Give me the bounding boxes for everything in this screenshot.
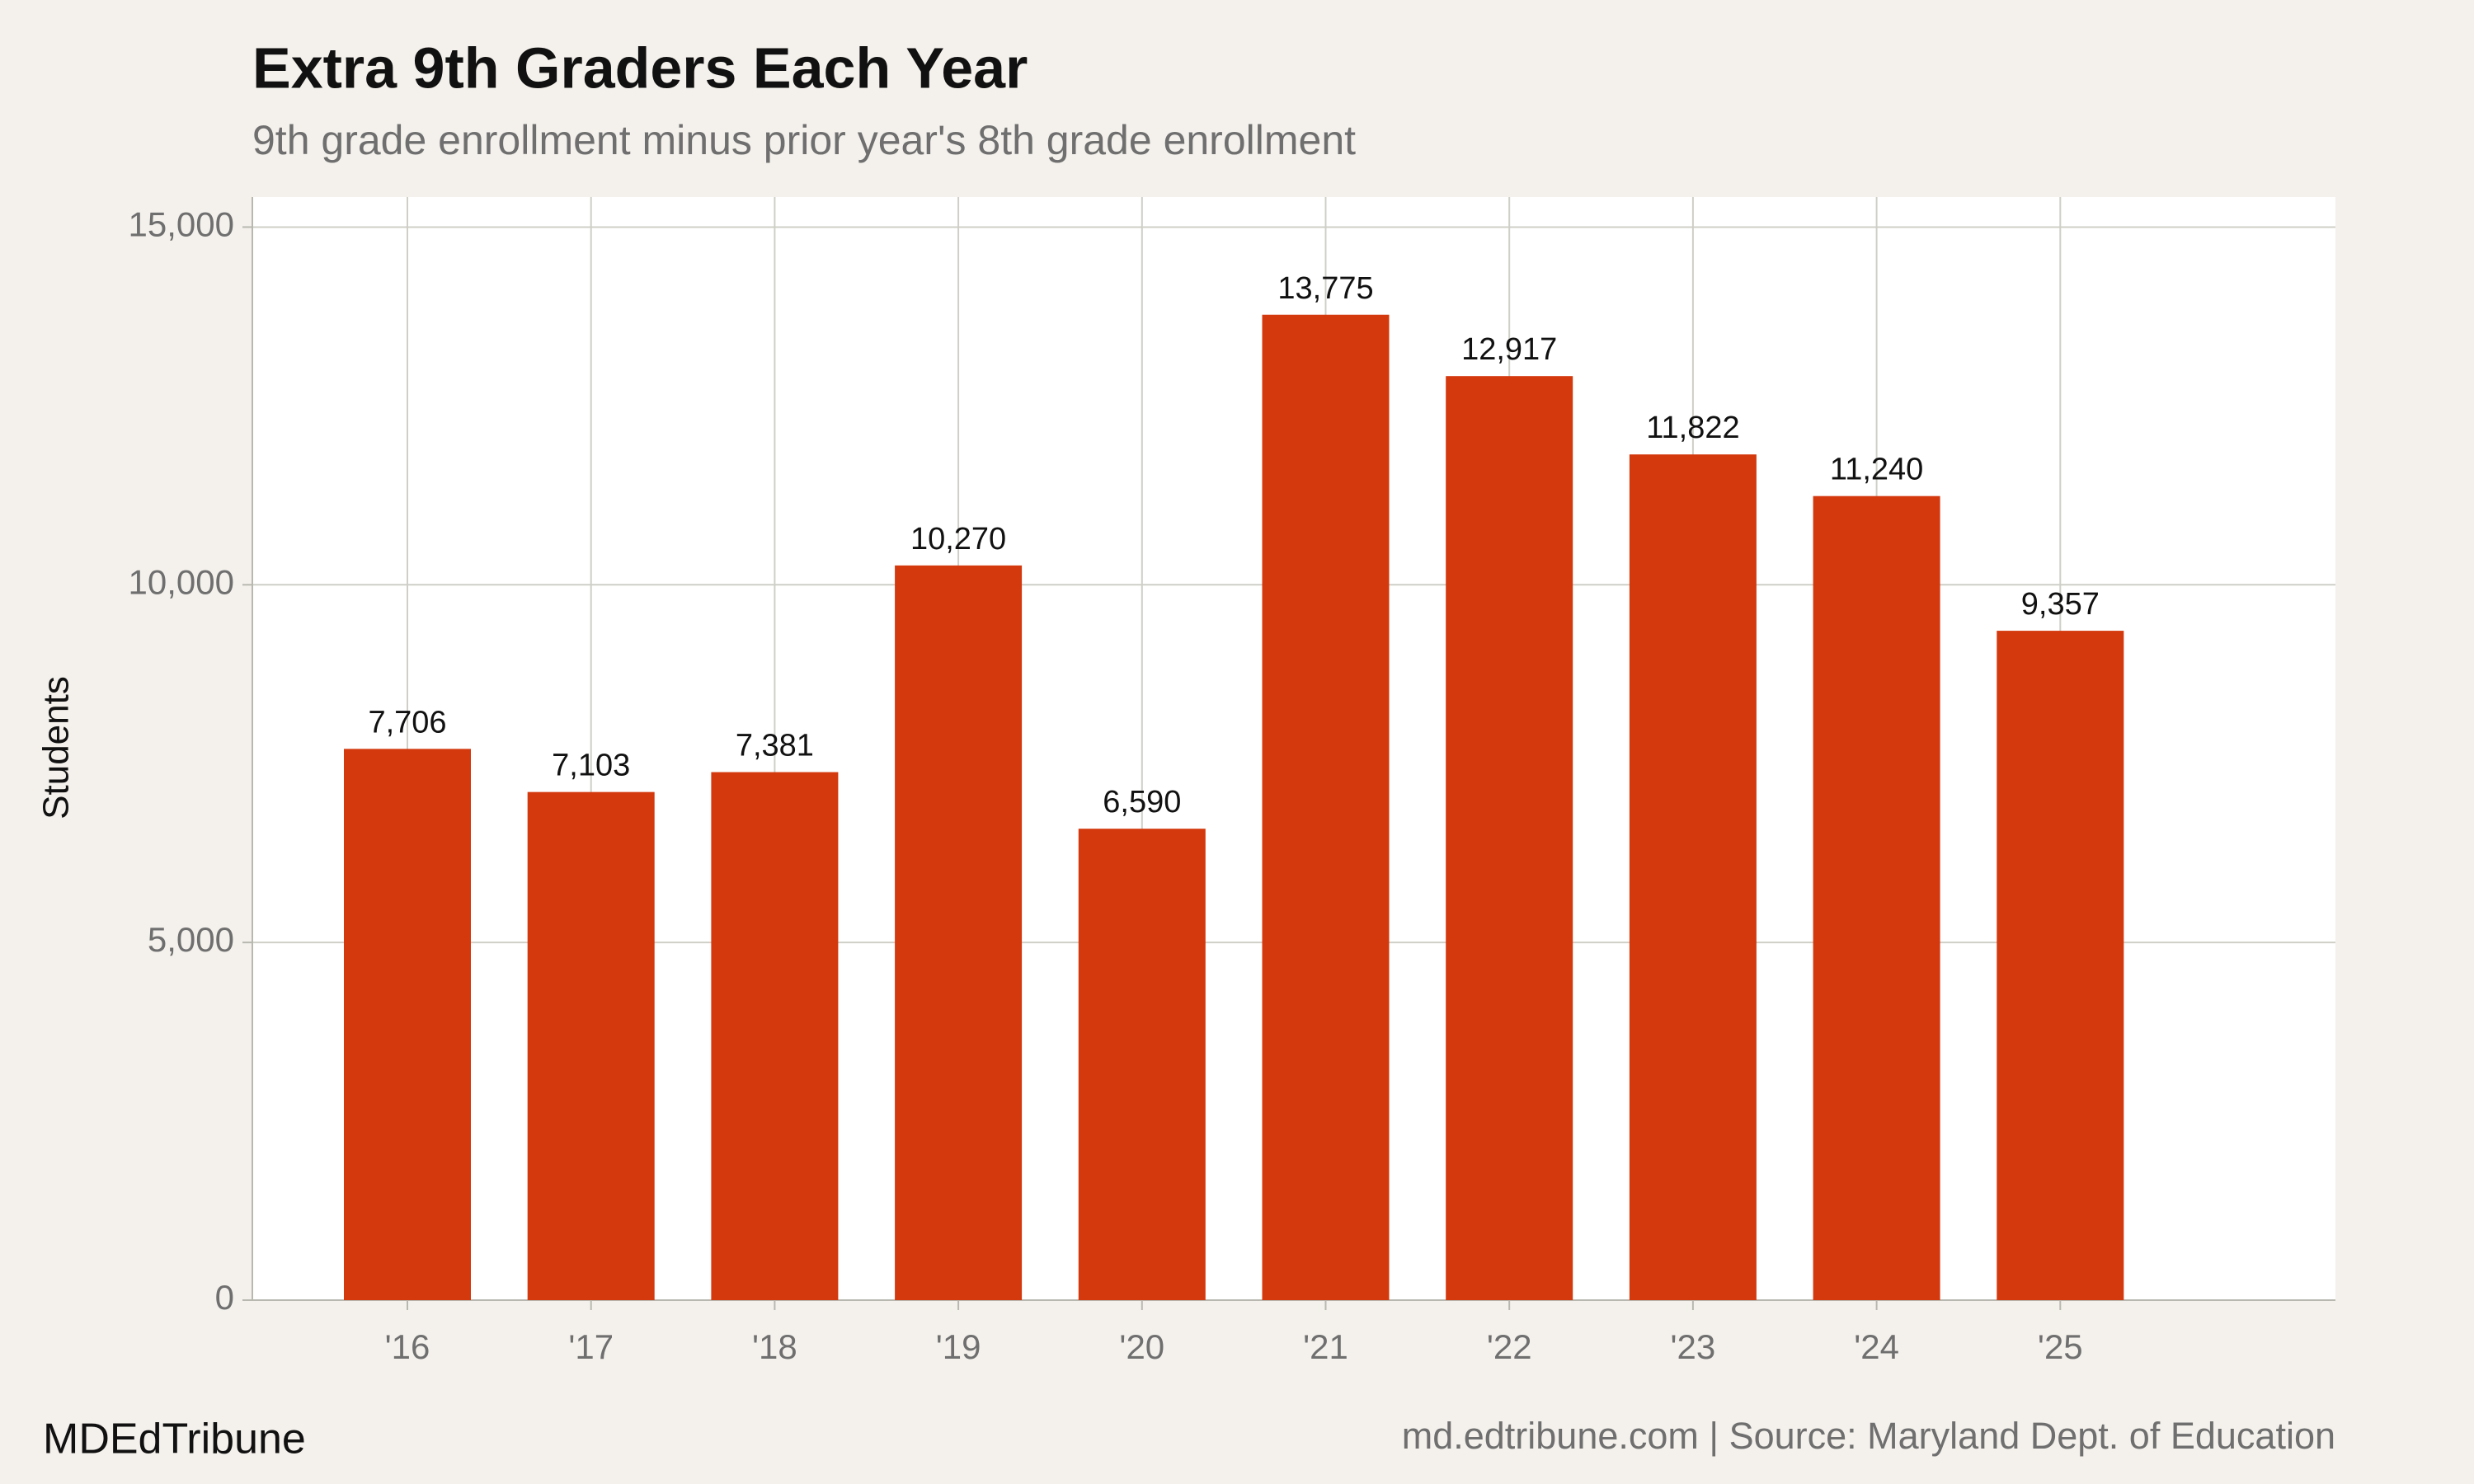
bar	[1078, 829, 1206, 1300]
brand: MDEdTribune	[43, 1416, 306, 1463]
chart-subtitle: 9th grade enrollment minus prior year's …	[252, 117, 1356, 163]
data-label: 12,917	[1461, 332, 1557, 367]
bar	[527, 791, 655, 1300]
data-label: 13,775	[1277, 271, 1373, 306]
x-tick-label: '17	[568, 1327, 614, 1366]
data-label: 7,706	[368, 705, 446, 740]
x-tick-label: '25	[2038, 1327, 2083, 1366]
chart-title: Extra 9th Graders Each Year	[252, 35, 1028, 100]
bar	[1262, 314, 1390, 1301]
x-tick-label: '19	[936, 1327, 981, 1366]
x-tick-label: '18	[752, 1327, 797, 1366]
data-label: 10,270	[910, 522, 1006, 556]
x-tick-label: '16	[385, 1327, 430, 1366]
data-label: 6,590	[1103, 785, 1181, 819]
data-label: 11,822	[1646, 411, 1739, 445]
x-tick-label: '23	[1671, 1327, 1716, 1366]
source-note: md.edtribune.com | Source: Maryland Dept…	[1402, 1415, 2335, 1457]
bar	[1997, 631, 2124, 1300]
bar	[895, 565, 1023, 1300]
bar	[1446, 376, 1573, 1300]
data-label: 9,357	[2021, 587, 2100, 622]
x-tick-label: '21	[1303, 1327, 1348, 1366]
data-label: 7,103	[552, 749, 630, 783]
y-axis-label: Students	[36, 676, 77, 819]
y-tick-label: 10,000	[129, 562, 234, 601]
data-label: 11,240	[1830, 453, 1923, 487]
bar	[711, 772, 839, 1300]
y-tick-label: 0	[215, 1278, 234, 1317]
x-tick-label: '24	[1854, 1327, 1899, 1366]
y-tick-label: 5,000	[148, 920, 234, 959]
x-tick-label: '20	[1119, 1327, 1164, 1366]
bar	[344, 749, 471, 1300]
y-tick-label: 15,000	[129, 205, 234, 244]
data-label: 7,381	[736, 729, 814, 763]
x-tick-label: '22	[1487, 1327, 1532, 1366]
bar	[1629, 454, 1757, 1301]
bar	[1813, 495, 1940, 1300]
